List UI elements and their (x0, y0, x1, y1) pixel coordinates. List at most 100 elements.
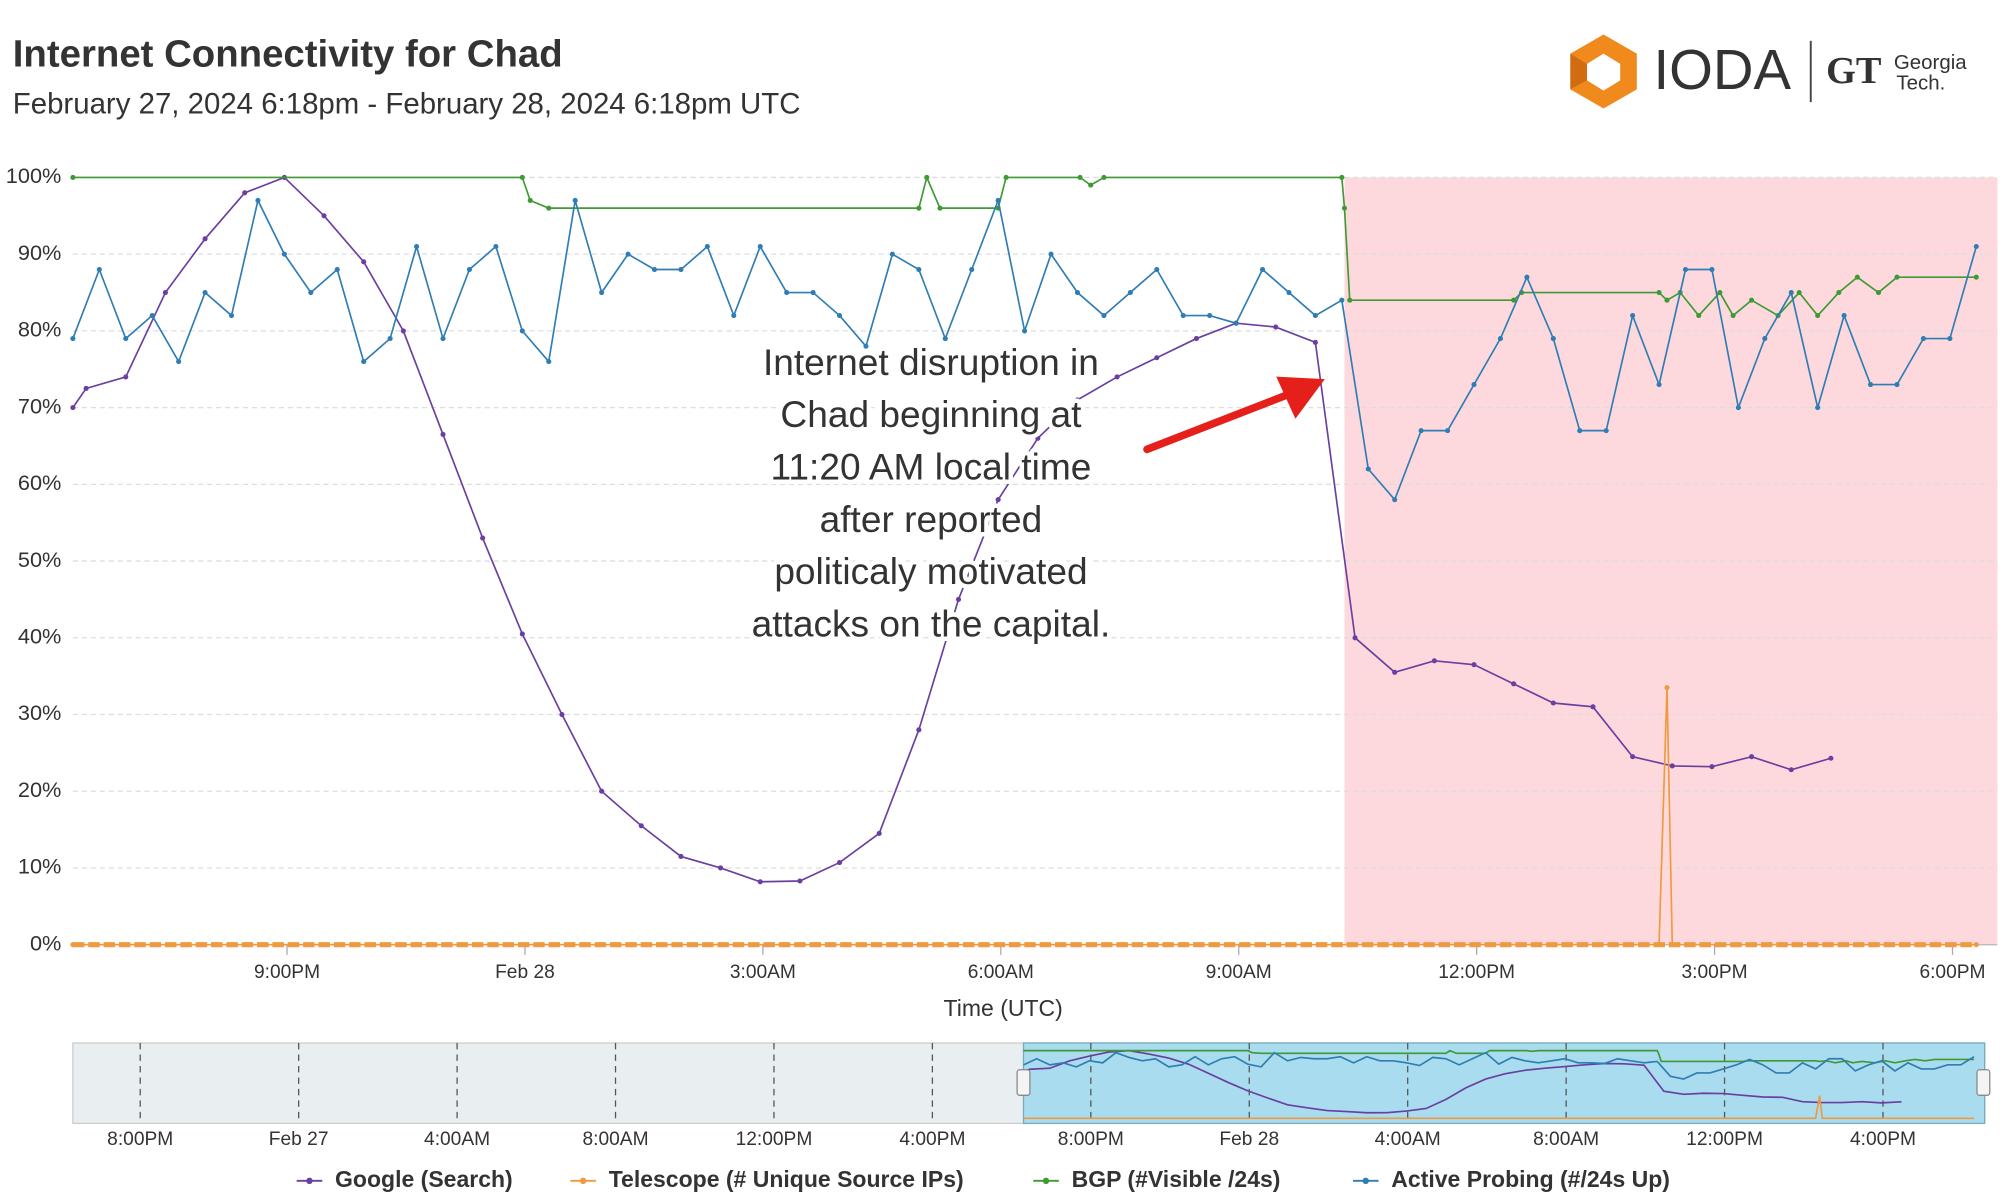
series-marker (1233, 320, 1239, 326)
series-marker (678, 266, 684, 273)
series-marker (924, 174, 930, 180)
series-marker (1193, 336, 1199, 342)
series-marker (937, 205, 943, 211)
series-marker (889, 251, 895, 257)
series-marker (1347, 297, 1353, 303)
series-line (1023, 1049, 1902, 1114)
navigator-tick-label: 4:00PM (899, 1129, 965, 1150)
series-marker (731, 312, 737, 319)
title: Internet Connectivity for Chad (13, 32, 563, 75)
series-marker (1286, 289, 1292, 296)
x-axis-title: Time (UTC) (944, 995, 1063, 1021)
series-marker (255, 197, 261, 204)
series-marker (1590, 704, 1596, 710)
plot: 0% 10% 20% 30% 40% 50% 60% 70% 80% 90% 100% 9:00PM F… (6, 163, 1998, 1021)
navigator-tick-label: 8:00PM (107, 1129, 173, 1150)
series-marker (1796, 289, 1802, 296)
series-marker (242, 190, 248, 196)
series-marker (797, 878, 803, 884)
series-marker (1854, 274, 1860, 280)
series-marker (572, 197, 578, 204)
series-marker (162, 289, 168, 296)
y-tick-label: 30% (18, 700, 62, 725)
x-tick-label: 9:00PM (254, 962, 320, 983)
series-marker (1339, 297, 1345, 303)
series-marker (1867, 382, 1874, 388)
series-marker (1273, 324, 1279, 330)
series-marker (228, 312, 235, 319)
series-marker (1180, 312, 1186, 319)
series-marker (1788, 289, 1794, 296)
series-line (72, 174, 1977, 317)
series-marker (1788, 767, 1794, 773)
series-marker (836, 312, 843, 319)
annotation-arrow (1143, 389, 1296, 454)
series-marker (70, 174, 76, 180)
series-marker (1735, 405, 1741, 411)
series-marker (440, 431, 446, 438)
series-marker (1003, 174, 1009, 180)
series-marker (638, 823, 644, 829)
logo-text: IODA (1653, 38, 1791, 101)
series-marker (599, 788, 605, 794)
series-marker (1717, 289, 1723, 296)
navigator-tick-label: 12:00PM (1686, 1129, 1763, 1150)
y-tick-label: 10% (18, 854, 62, 879)
series-marker (1022, 328, 1028, 334)
series-marker (876, 830, 882, 836)
series-marker (519, 328, 525, 334)
series-marker (836, 860, 843, 866)
series-marker (599, 289, 605, 296)
series-marker (1709, 764, 1715, 770)
series-marker (1894, 382, 1900, 388)
series-marker (1696, 312, 1702, 319)
navigator-tick-label: 4:00AM (424, 1129, 490, 1150)
navigator-tick-label: Feb 28 (1219, 1129, 1279, 1150)
series-marker (414, 243, 420, 250)
series-marker (519, 631, 525, 637)
series-marker (149, 312, 155, 319)
navigator-tick-label: 4:00PM (1850, 1129, 1916, 1150)
series-marker (1074, 289, 1081, 296)
legend-label: Google (Search) (335, 1166, 513, 1192)
navigator-selection (1022, 1042, 1986, 1125)
series-marker (1973, 243, 1979, 250)
series-marker (466, 266, 472, 273)
series-marker (1577, 428, 1583, 434)
series-marker (1664, 297, 1670, 303)
navigator: 8:00PM Feb 27 4:00AM 8:00AM 12:00PM 4:00PM 8:0… (72, 1042, 1991, 1150)
navigator-tick-label: 12:00PM (736, 1129, 813, 1150)
series-marker (651, 266, 658, 273)
y-tick-label: 0% (30, 930, 61, 955)
series-line (1023, 1051, 1975, 1080)
series-marker (83, 385, 89, 391)
series-marker (1365, 466, 1371, 472)
series-marker (176, 359, 182, 365)
annotation-arrowhead (1276, 376, 1325, 419)
gt-mark: GT (1826, 50, 1881, 92)
series-line (1023, 1095, 1975, 1120)
series-marker (625, 251, 631, 257)
y-tick-label: 100% (6, 163, 62, 188)
series-marker (440, 336, 446, 342)
series-marker (1074, 397, 1081, 403)
legend-label: Telescope (# Unique Source IPs) (609, 1166, 964, 1192)
series-marker (1947, 336, 1953, 342)
series-marker (1352, 635, 1358, 641)
series-marker (1471, 662, 1477, 668)
series-marker (546, 205, 552, 211)
series-marker (480, 535, 486, 541)
series-marker (916, 205, 922, 211)
series-marker (1077, 174, 1083, 180)
series-marker (1511, 681, 1517, 687)
series-marker (1749, 297, 1755, 303)
series-marker (757, 879, 763, 885)
navigator-tick-label: 8:00AM (1533, 1129, 1599, 1150)
series-marker (70, 942, 76, 948)
legend-dot (1042, 1177, 1050, 1185)
x-tick-label: 3:00AM (730, 962, 796, 983)
series-marker (1392, 669, 1398, 675)
navigator-handle (1016, 1069, 1031, 1096)
series-marker (1154, 355, 1160, 361)
